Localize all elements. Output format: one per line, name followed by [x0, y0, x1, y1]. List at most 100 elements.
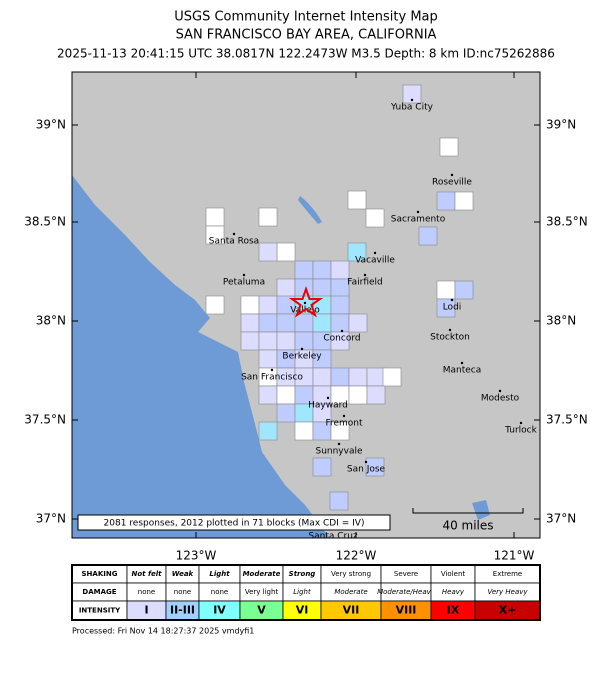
intensity-block	[402, 84, 422, 104]
city-label: Stockton	[430, 333, 470, 343]
region: SAN FRANCISCO BAY AREA, CALIFORNIA	[176, 28, 437, 43]
intensity-block	[454, 191, 474, 211]
intensity-block	[205, 225, 225, 245]
lat-label: 38°N	[546, 314, 576, 328]
intensity-block	[312, 260, 332, 280]
city-dot	[303, 301, 307, 305]
intensity-block	[330, 295, 350, 315]
map: Yuba City Roseville Sacramento Santa Rosa Va…	[71, 71, 541, 542]
city-dot	[498, 389, 502, 393]
epicenter	[288, 285, 324, 318]
city-label: San Francisco	[241, 373, 303, 383]
city-dot	[373, 251, 377, 255]
city-label: Vacaville	[355, 256, 395, 266]
intensity-block	[294, 313, 314, 333]
legend-text: none	[211, 588, 228, 596]
intensity-block	[276, 403, 296, 423]
intensity-block	[258, 385, 278, 405]
legend-text: Extreme	[493, 570, 522, 578]
lon-label: 121°W	[494, 549, 535, 563]
legend-text: V	[257, 604, 266, 617]
summary: 2081 responses, 2012 plotted in 71 block…	[104, 519, 365, 529]
intensity-block	[330, 260, 350, 280]
processed: Processed: Fri Nov 14 18:27:37 2025 vmdy…	[72, 627, 254, 636]
intensity-block	[330, 367, 350, 387]
legend-text: Light	[293, 588, 311, 596]
intensity-block	[205, 295, 225, 315]
intensity-block	[258, 349, 278, 369]
legend-text: Moderate	[334, 588, 367, 596]
legend-text: X+	[499, 604, 517, 617]
legend-text: Moderate/Heavy	[377, 588, 436, 596]
city-label: Berkeley	[282, 352, 322, 362]
intensity-block	[348, 367, 368, 387]
legend-text: INTENSITY	[79, 607, 121, 615]
lat-label: 39°N	[36, 118, 66, 132]
legend-text: IV	[213, 604, 226, 617]
legend-text: none	[174, 588, 191, 596]
intensity-block	[366, 367, 386, 387]
city-dot	[410, 98, 414, 102]
city-label: Sunnyvale	[315, 447, 362, 457]
intensity-block	[294, 331, 314, 351]
city-label: Fairfield	[347, 278, 383, 288]
legend-text: Heavy	[442, 588, 465, 596]
intensity-block	[240, 313, 260, 333]
legend-text: II-III	[170, 604, 195, 617]
intensity-block	[276, 385, 296, 405]
lat-label: 38.5°N	[24, 215, 66, 229]
intensity-block	[258, 421, 278, 441]
city-dot	[270, 368, 274, 372]
lat-label: 37.5°N	[546, 413, 588, 427]
intensity-block	[240, 295, 260, 315]
summary-box	[77, 514, 391, 531]
legend-text: Strong	[289, 570, 316, 578]
intensity-block	[312, 367, 332, 387]
city-label: Concord	[323, 334, 360, 344]
lon-label: 123°W	[176, 549, 217, 563]
frame	[71, 71, 541, 539]
lon-label: 122°W	[336, 549, 377, 563]
city-dot	[300, 347, 304, 351]
intensity-block	[382, 367, 402, 387]
city-dot	[448, 328, 452, 332]
intensity-block	[312, 457, 332, 477]
city-dot	[450, 298, 454, 302]
city-label: Petaluma	[223, 278, 265, 288]
intensity-block	[294, 260, 314, 280]
intensity-block	[348, 313, 368, 333]
city-label: Modesto	[481, 394, 520, 404]
details: 2025-11-13 20:41:15 UTC 38.0817N 122.247…	[57, 47, 555, 61]
lat-label: 37°N	[546, 512, 576, 526]
legend-text: VII	[343, 604, 360, 617]
intensity-block	[365, 208, 385, 228]
scale-label: 40 miles	[442, 519, 493, 533]
legend-text: Light	[209, 570, 230, 578]
legend-frame	[71, 564, 541, 621]
legend-text: IX	[447, 604, 460, 617]
lat-label: 38.5°N	[546, 215, 588, 229]
intensity-block	[347, 190, 367, 210]
city-label: Roseville	[432, 178, 472, 188]
city-label: Santa Cruz	[308, 532, 358, 542]
city-dot	[337, 442, 341, 446]
legend-text: Not felt	[132, 570, 163, 578]
legend-text: DAMAGE	[82, 588, 116, 596]
city-label: Fremont	[325, 419, 363, 429]
city-dot	[363, 273, 367, 277]
lake	[298, 196, 322, 224]
city-label: Sacramento	[391, 215, 446, 225]
city-label: Lodi	[443, 303, 462, 313]
scale-bar	[412, 508, 524, 514]
intensity-block	[418, 226, 438, 246]
intensity-block	[258, 331, 278, 351]
intensity-block	[436, 280, 456, 300]
legend-text: Severe	[394, 570, 418, 578]
city-label: Turlock	[504, 426, 537, 436]
lat-label: 37.5°N	[24, 413, 66, 427]
intensity-block	[330, 331, 350, 351]
city-dot	[364, 460, 368, 464]
city-dot	[519, 421, 523, 425]
intensity-block	[329, 491, 349, 511]
